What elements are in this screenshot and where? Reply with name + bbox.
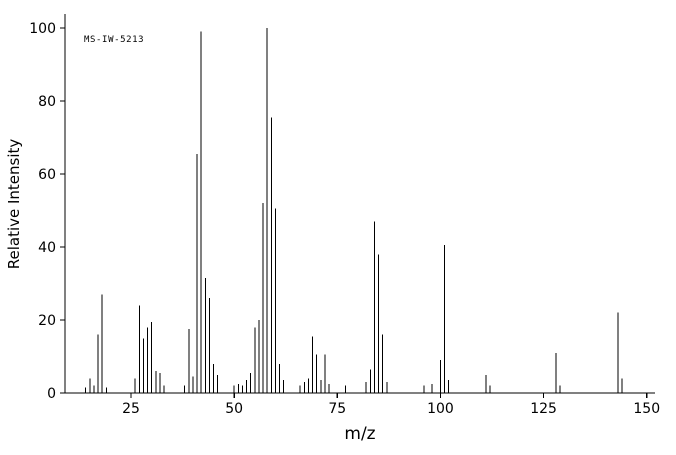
x-tick-label: 125 — [530, 401, 557, 417]
y-tick-label: 60 — [38, 167, 56, 183]
y-tick-label: 80 — [38, 94, 56, 110]
y-axis-title: Relative Intensity — [5, 138, 23, 270]
x-tick-label: 50 — [225, 401, 243, 417]
spectrum-id-label: MS-IW-5213 — [84, 35, 145, 45]
x-axis-title: m/z — [344, 424, 376, 444]
x-tick-label: 150 — [633, 401, 660, 417]
y-tick-label: 40 — [38, 240, 56, 256]
y-tick-label: 20 — [38, 313, 56, 329]
y-tick-label: 100 — [29, 21, 56, 37]
x-tick-label: 25 — [122, 401, 140, 417]
x-tick-label: 75 — [328, 401, 346, 417]
y-tick-label: 0 — [47, 386, 56, 402]
x-tick-label: 100 — [427, 401, 454, 417]
